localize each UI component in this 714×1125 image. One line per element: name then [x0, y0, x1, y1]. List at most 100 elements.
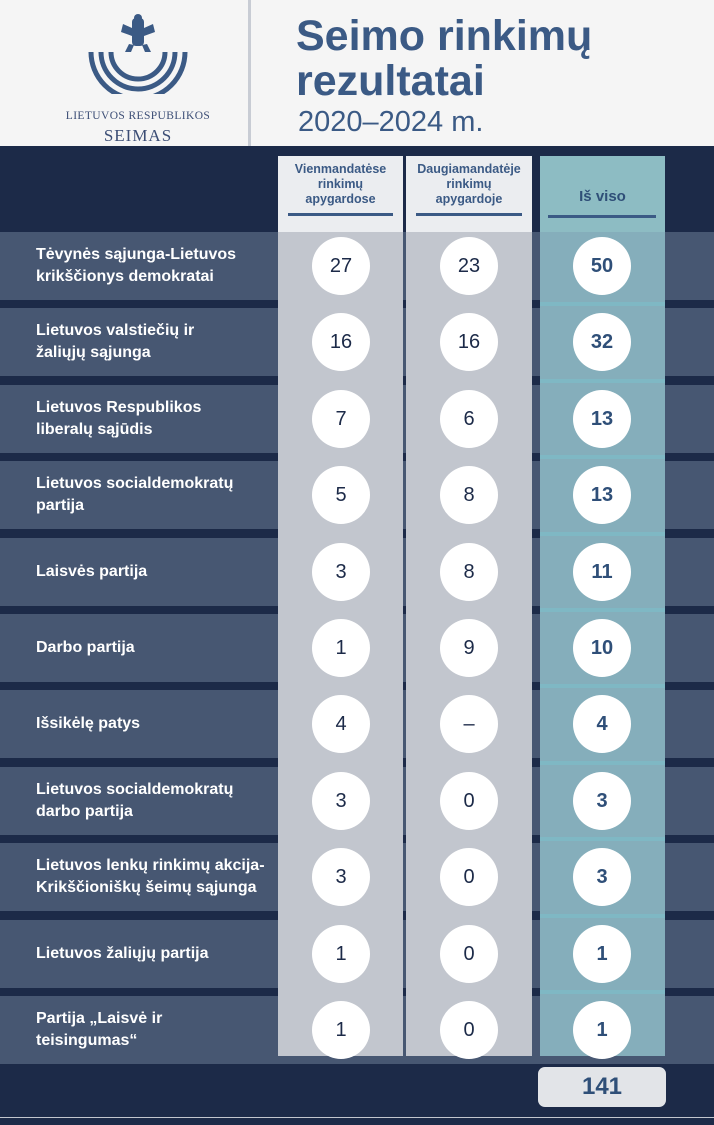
seats-multi-mandate: 16 [440, 313, 498, 371]
row-separator [540, 532, 665, 536]
party-name-text: Lietuvos socialdemokratų darbo partija [36, 779, 233, 823]
party-name: Lietuvos Respublikos liberalų sąjūdis [36, 385, 276, 453]
seats-single-mandate: 16 [312, 313, 370, 371]
column-header-line: Vienmandatėse [294, 162, 387, 176]
row-separator [540, 379, 665, 383]
party-name-line: Lietuvos socialdemokratų [36, 475, 234, 492]
logo-text-line1: LIETUVOS RESPUBLIKOS [65, 110, 211, 122]
seats-single-mandate: 3 [312, 543, 370, 601]
seats-single-mandate: 7 [312, 390, 370, 448]
column-total [540, 156, 665, 1056]
seats-single-mandate: 1 [312, 925, 370, 983]
party-name-text: Lietuvos žaliųjų partija [36, 943, 208, 965]
seats-single-mandate: 3 [312, 772, 370, 830]
party-name-line: Darbo partija [36, 639, 135, 656]
party-name: Tėvynės sąjunga-Lietuvos krikščionys demo… [36, 232, 276, 300]
column-header-line: rinkimų [317, 177, 364, 191]
seats-total: 1 [573, 925, 631, 983]
seats-multi-mandate: 0 [440, 1001, 498, 1059]
column-header-underline [288, 213, 393, 216]
party-name: Darbo partija [36, 614, 276, 682]
seats-multi-mandate: 6 [440, 390, 498, 448]
party-name: Išsikėlę patys [36, 690, 276, 758]
page-title: Seimo rinkimų rezultatai [296, 14, 592, 104]
seats-total: 13 [573, 466, 631, 524]
column-single-mandate [278, 156, 403, 1056]
seats-total: 3 [573, 772, 631, 830]
seats-multi-mandate: – [440, 695, 498, 753]
header: LIETUVOS RESPUBLIKOS SEIMAS Seimo rinkim… [0, 0, 714, 146]
column-header-underline [416, 213, 522, 216]
column-header-multi-mandate: Daugiamandatėje rinkimų apygardoje [406, 156, 532, 232]
column-header-line: rinkimų [446, 177, 492, 191]
party-name: Lietuvos žaliųjų partija [36, 920, 276, 988]
column-header-line: apygardose [305, 192, 376, 206]
seats-single-mandate: 5 [312, 466, 370, 524]
party-name-line: Krikščioniškų šeimų sąjunga [36, 879, 257, 896]
row-separator [540, 837, 665, 841]
party-name-text: Partija „Laisvė ir teisingumas“ [36, 1008, 162, 1052]
party-name-line: darbo partija [36, 803, 133, 820]
party-name-text: Tėvynės sąjunga-Lietuvos krikščionys demo… [36, 244, 236, 288]
party-name-text: Lietuvos valstiečių ir žaliųjų sąjunga [36, 320, 194, 364]
row-separator [540, 302, 665, 306]
party-name-line: Partija „Laisvė ir [36, 1010, 163, 1027]
seats-multi-mandate: 9 [440, 619, 498, 677]
column-header-line: apygardoje [435, 192, 503, 206]
column-header-line: Iš viso [579, 187, 626, 205]
seats-total: 32 [573, 313, 631, 371]
logo-text-line2: SEIMAS [103, 126, 173, 145]
party-name-line: Lietuvos valstiečių ir [36, 322, 195, 339]
party-name-line: Lietuvos Respublikos [36, 399, 202, 416]
party-name-text: Lietuvos socialdemokratų partija [36, 473, 233, 517]
row-separator [540, 455, 665, 459]
party-name-line: Lietuvos žaliųjų partija [36, 945, 209, 962]
column-header-total: Iš viso [540, 156, 665, 232]
seats-total: 50 [573, 237, 631, 295]
party-name: Lietuvos valstiečių ir žaliųjų sąjunga [36, 308, 276, 376]
seats-total: 10 [573, 619, 631, 677]
column-multi-mandate [406, 156, 532, 1056]
seats-multi-mandate: 23 [440, 237, 498, 295]
row-separator [540, 608, 665, 612]
seats-total: 11 [573, 543, 631, 601]
party-name-line: Išsikėlę patys [36, 715, 141, 732]
seimas-logo: LIETUVOS RESPUBLIKOS SEIMAS [48, 14, 228, 145]
party-name-line: Lietuvos socialdemokratų [36, 781, 234, 798]
seats-multi-mandate: 0 [440, 772, 498, 830]
party-name-line: partija [36, 497, 85, 514]
row-separator [540, 914, 665, 918]
party-name-line: Lietuvos lenkų rinkimų akcija- [36, 857, 265, 874]
party-name-line: liberalų sąjūdis [36, 421, 153, 438]
header-divider [248, 0, 251, 146]
party-name: Lietuvos lenkų rinkimų akcija- Krikščioni… [36, 843, 276, 911]
seats-total: 1 [573, 1001, 631, 1059]
seats-multi-mandate: 8 [440, 466, 498, 524]
seimas-emblem-icon [88, 14, 188, 94]
seats-multi-mandate: 0 [440, 848, 498, 906]
party-name-text: Lietuvos lenkų rinkimų akcija- Krikščioni… [36, 855, 265, 899]
party-name-line: teisingumas“ [36, 1032, 138, 1049]
column-header-single-mandate: Vienmandatėse rinkimų apygardose [278, 156, 403, 232]
title-line2: rezultatai [296, 57, 485, 105]
seats-total: 13 [573, 390, 631, 448]
column-header-line: Daugiamandatėje [417, 162, 521, 176]
bottom-divider [0, 1117, 714, 1118]
row-separator [540, 990, 665, 994]
column-header-underline [548, 215, 656, 218]
party-name: Laisvės partija [36, 538, 276, 606]
row-separator [540, 761, 665, 765]
party-name-text: Išsikėlę patys [36, 713, 140, 735]
seats-single-mandate: 4 [312, 695, 370, 753]
seats-total: 4 [573, 695, 631, 753]
seats-single-mandate: 1 [312, 619, 370, 677]
party-name-line: krikščionys demokratai [36, 268, 214, 285]
seats-total: 3 [573, 848, 631, 906]
row-separator [540, 684, 665, 688]
party-name-text: Darbo partija [36, 637, 135, 659]
party-name-line: žaliųjų sąjunga [36, 344, 151, 361]
party-name-text: Lietuvos Respublikos liberalų sąjūdis [36, 397, 201, 441]
page-subtitle: 2020–2024 m. [298, 106, 484, 138]
party-name-line: Tėvynės sąjunga-Lietuvos [36, 246, 237, 263]
party-name-text: Laisvės partija [36, 561, 147, 583]
